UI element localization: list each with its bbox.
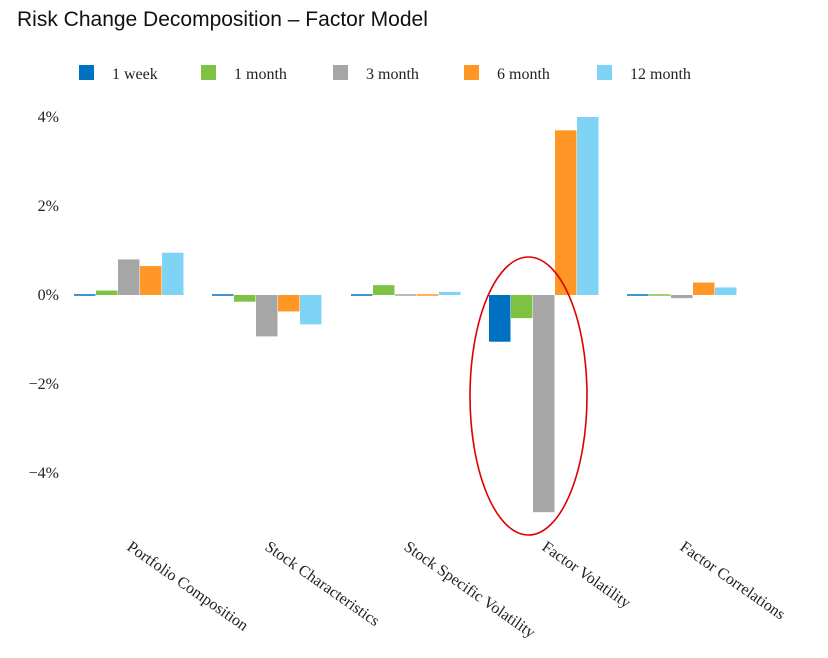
legend-label-4: 6 month (497, 66, 550, 83)
bar (256, 295, 278, 337)
y-axis: 4% 2% 0% −2% −4% (29, 109, 59, 482)
annotations (469, 256, 588, 536)
bar (373, 285, 395, 295)
bar (511, 295, 533, 319)
bar (489, 295, 511, 342)
bar (671, 295, 693, 299)
legend-label-3: 3 month (366, 66, 419, 83)
legend-swatch-4 (464, 65, 479, 80)
bar (649, 294, 671, 296)
bar (118, 259, 140, 295)
bar (300, 295, 322, 325)
legend-label-2: 1 month (234, 66, 287, 83)
bar (715, 287, 737, 295)
x-tick-label: Portfolio Composition (124, 538, 251, 634)
y-tick-label: 4% (38, 109, 59, 126)
bar-groups (74, 117, 737, 513)
legend-label-5: 12 month (630, 66, 691, 83)
bar (693, 282, 715, 295)
x-tick-label: Stock Characteristics (262, 538, 383, 630)
bar (96, 290, 118, 295)
bar (395, 294, 417, 296)
legend-swatch-1 (79, 65, 94, 80)
bar (140, 266, 162, 295)
legend-label-1: 1 week (112, 66, 158, 83)
y-tick-label: 0% (38, 287, 59, 304)
bar (74, 294, 96, 296)
bar (162, 252, 184, 295)
bar-group-1 (74, 252, 184, 296)
legend-swatch-2 (201, 65, 216, 80)
bar-group-3 (351, 285, 461, 296)
chart-legend: 1 week 1 month 3 month 6 month 12 month (79, 65, 691, 83)
bar (234, 295, 256, 302)
y-tick-label: 2% (38, 198, 59, 215)
bar (212, 294, 234, 296)
chart-title: Risk Change Decomposition – Factor Model (17, 8, 428, 31)
x-axis: Portfolio Composition Stock Characteristi… (124, 538, 788, 641)
bar (555, 130, 577, 295)
bar (533, 295, 555, 513)
legend-swatch-3 (333, 65, 348, 80)
y-tick-label: −4% (29, 465, 59, 482)
highlight-ellipse (469, 256, 588, 536)
bar (417, 294, 439, 296)
x-tick-label: Factor Correlations (677, 538, 788, 623)
bar (577, 117, 599, 295)
bar (439, 291, 461, 295)
legend-swatch-5 (597, 65, 612, 80)
x-tick-label: Factor Volatility (539, 538, 634, 611)
bar-group-2 (212, 294, 322, 337)
bar (278, 295, 300, 312)
bar-group-4 (489, 117, 599, 513)
bar (627, 294, 649, 296)
bar (351, 294, 373, 296)
bar-group-5 (627, 282, 737, 299)
x-tick-label: Stock Specific Volatility (401, 538, 538, 641)
y-tick-label: −2% (29, 376, 59, 393)
